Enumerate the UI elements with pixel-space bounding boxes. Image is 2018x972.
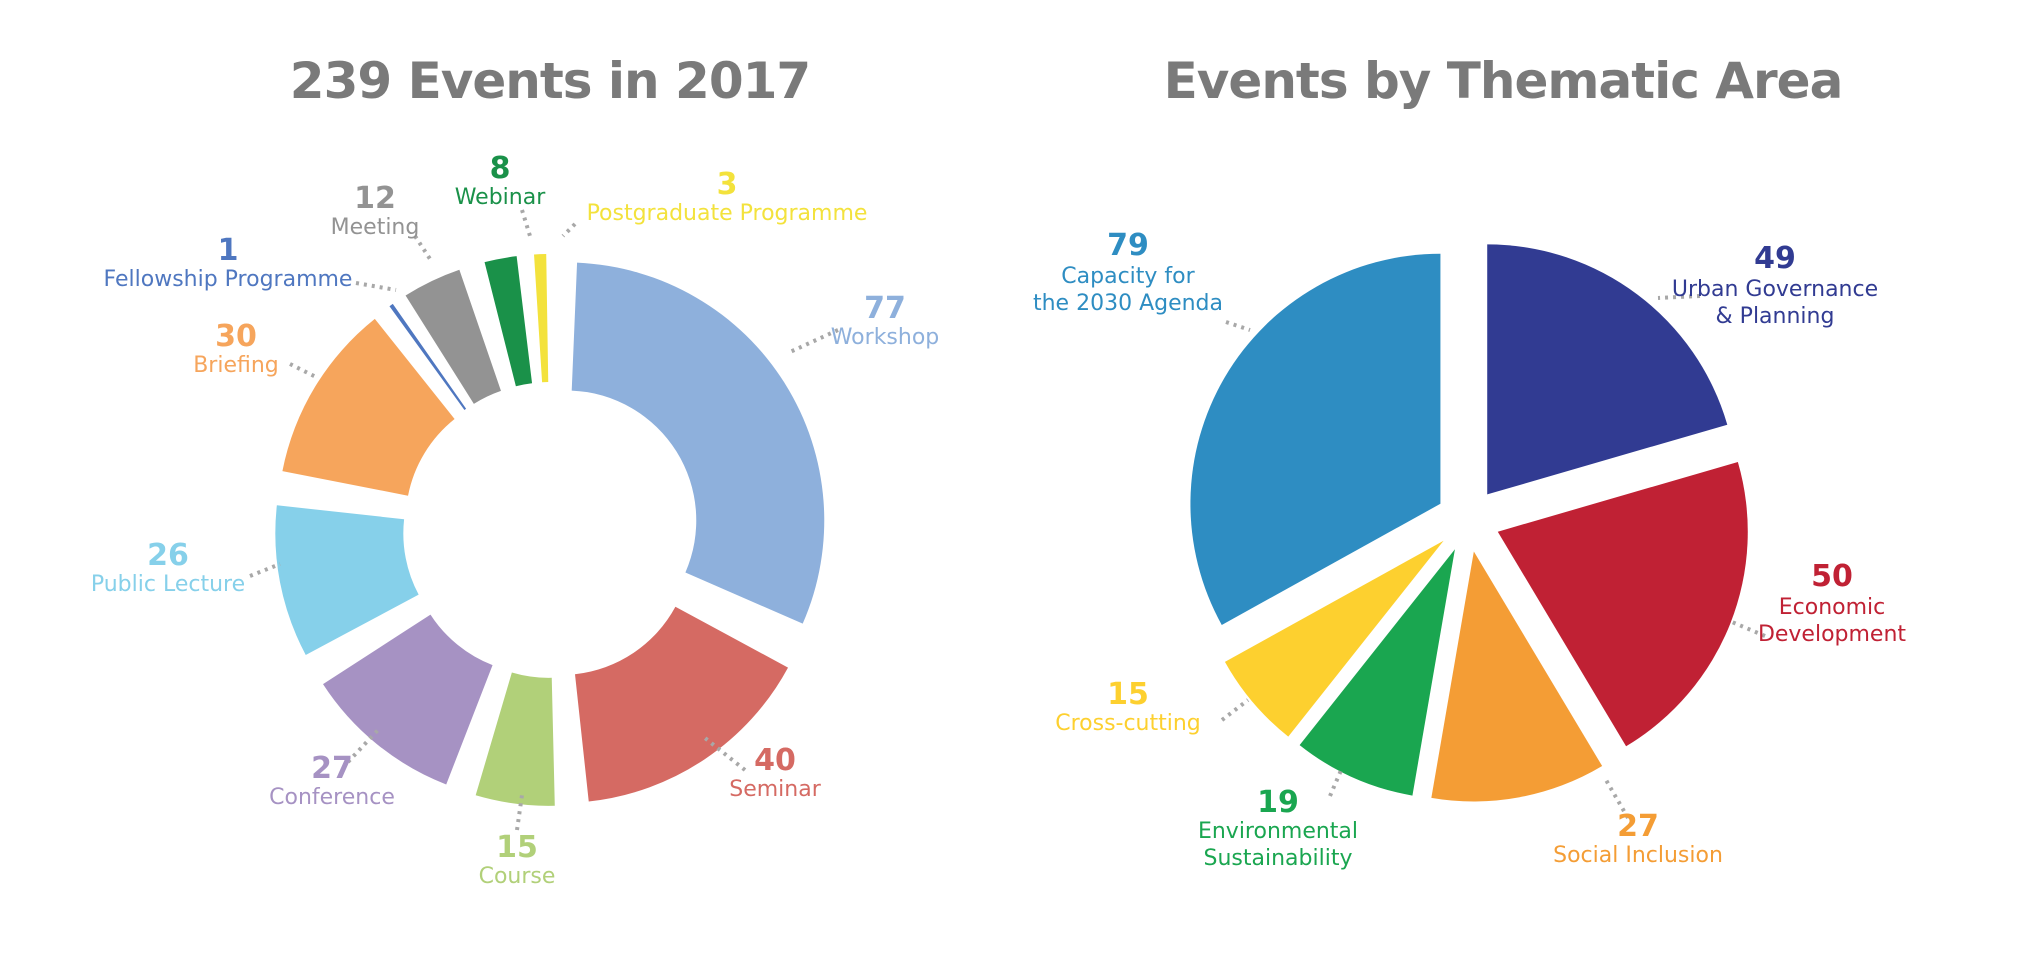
category-label-conference: Conference — [269, 785, 395, 810]
value-label-urban-governance-planning: 49 — [1754, 241, 1796, 276]
leader-line-postgraduate-programme — [561, 222, 577, 238]
value-label-environmental-sustainability: 19 — [1257, 785, 1299, 820]
category-label-workshop: Workshop — [831, 325, 940, 350]
pie-chart-title: Events by Thematic Area — [1164, 52, 1843, 110]
slice-course — [475, 672, 555, 806]
slice-urban-governance-planning — [1487, 244, 1728, 495]
leader-line-fellowship-programme — [355, 281, 397, 292]
leader-line-meeting — [413, 234, 434, 264]
category-label-economic-development-line-2: Development — [1758, 622, 1906, 647]
category-label-seminar: Seminar — [729, 777, 821, 802]
slice-conference — [323, 614, 493, 785]
donut-chart-title: 239 Events in 2017 — [290, 52, 810, 110]
leader-line-seminar — [703, 736, 747, 772]
leader-line-economic-development — [1731, 620, 1766, 638]
leader-line-workshop — [789, 328, 839, 354]
slice-environmental-sustainability — [1299, 549, 1455, 796]
slice-workshop — [571, 262, 825, 624]
value-label-fellowship-programme: 1 — [218, 233, 239, 268]
value-label-course: 15 — [496, 830, 538, 865]
category-label-capacity-for-the-2030-agenda-line-1: Capacity for — [1061, 264, 1195, 289]
category-label-meeting: Meeting — [331, 215, 420, 240]
slice-briefing — [282, 318, 455, 496]
slice-public-lecture — [275, 505, 419, 655]
leader-line-capacity-for-the-2030-agenda — [1225, 320, 1251, 332]
slice-seminar — [574, 606, 789, 802]
leader-line-cross-cutting — [1220, 698, 1250, 722]
slice-capacity-for-the-2030-agenda — [1190, 253, 1441, 625]
slice-fellowship-programme — [389, 303, 467, 410]
leader-line-briefing — [289, 362, 319, 380]
category-label-fellowship-programme: Fellowship Programme — [104, 267, 353, 292]
slice-economic-development — [1497, 461, 1748, 747]
value-label-public-lecture: 26 — [147, 538, 189, 573]
category-label-urban-governance-planning-line-2: & Planning — [1716, 304, 1835, 329]
category-label-webinar: Webinar — [455, 185, 547, 210]
leader-line-course — [515, 794, 524, 831]
category-label-environmental-sustainability-line-1: Environmental — [1198, 819, 1358, 844]
category-label-course: Course — [479, 864, 556, 889]
category-label-public-lecture: Public Lecture — [91, 572, 245, 597]
leader-line-public-lecture — [249, 562, 281, 578]
value-label-economic-development: 50 — [1811, 559, 1853, 594]
category-label-postgraduate-programme: Postgraduate Programme — [587, 201, 868, 226]
value-label-workshop: 77 — [864, 291, 906, 326]
category-label-cross-cutting: Cross-cutting — [1055, 711, 1201, 736]
category-label-social-inclusion: Social Inclusion — [1553, 843, 1723, 868]
value-label-webinar: 8 — [490, 151, 511, 186]
value-label-meeting: 12 — [354, 181, 396, 216]
category-label-economic-development-line-1: Economic — [1779, 595, 1886, 620]
value-label-postgraduate-programme: 3 — [717, 167, 738, 202]
category-label-urban-governance-planning-line-1: Urban Governance — [1672, 277, 1878, 302]
value-label-social-inclusion: 27 — [1617, 809, 1659, 844]
slice-cross-cutting — [1224, 540, 1444, 737]
category-label-capacity-for-the-2030-agenda-line-2: the 2030 Agenda — [1033, 291, 1223, 316]
slice-postgraduate-programme — [534, 254, 549, 383]
slice-webinar — [484, 256, 533, 387]
slice-social-inclusion — [1431, 551, 1603, 802]
value-label-seminar: 40 — [754, 743, 796, 778]
leader-line-webinar — [520, 209, 532, 237]
leader-line-environmental-sustainability — [1328, 767, 1344, 797]
value-label-conference: 27 — [311, 751, 353, 786]
value-label-briefing: 30 — [215, 319, 257, 354]
category-label-environmental-sustainability-line-2: Sustainability — [1204, 846, 1353, 871]
category-label-briefing: Briefing — [193, 353, 279, 378]
value-label-cross-cutting: 15 — [1107, 677, 1149, 712]
value-label-capacity-for-the-2030-agenda: 79 — [1107, 228, 1149, 263]
slice-meeting — [405, 269, 501, 404]
